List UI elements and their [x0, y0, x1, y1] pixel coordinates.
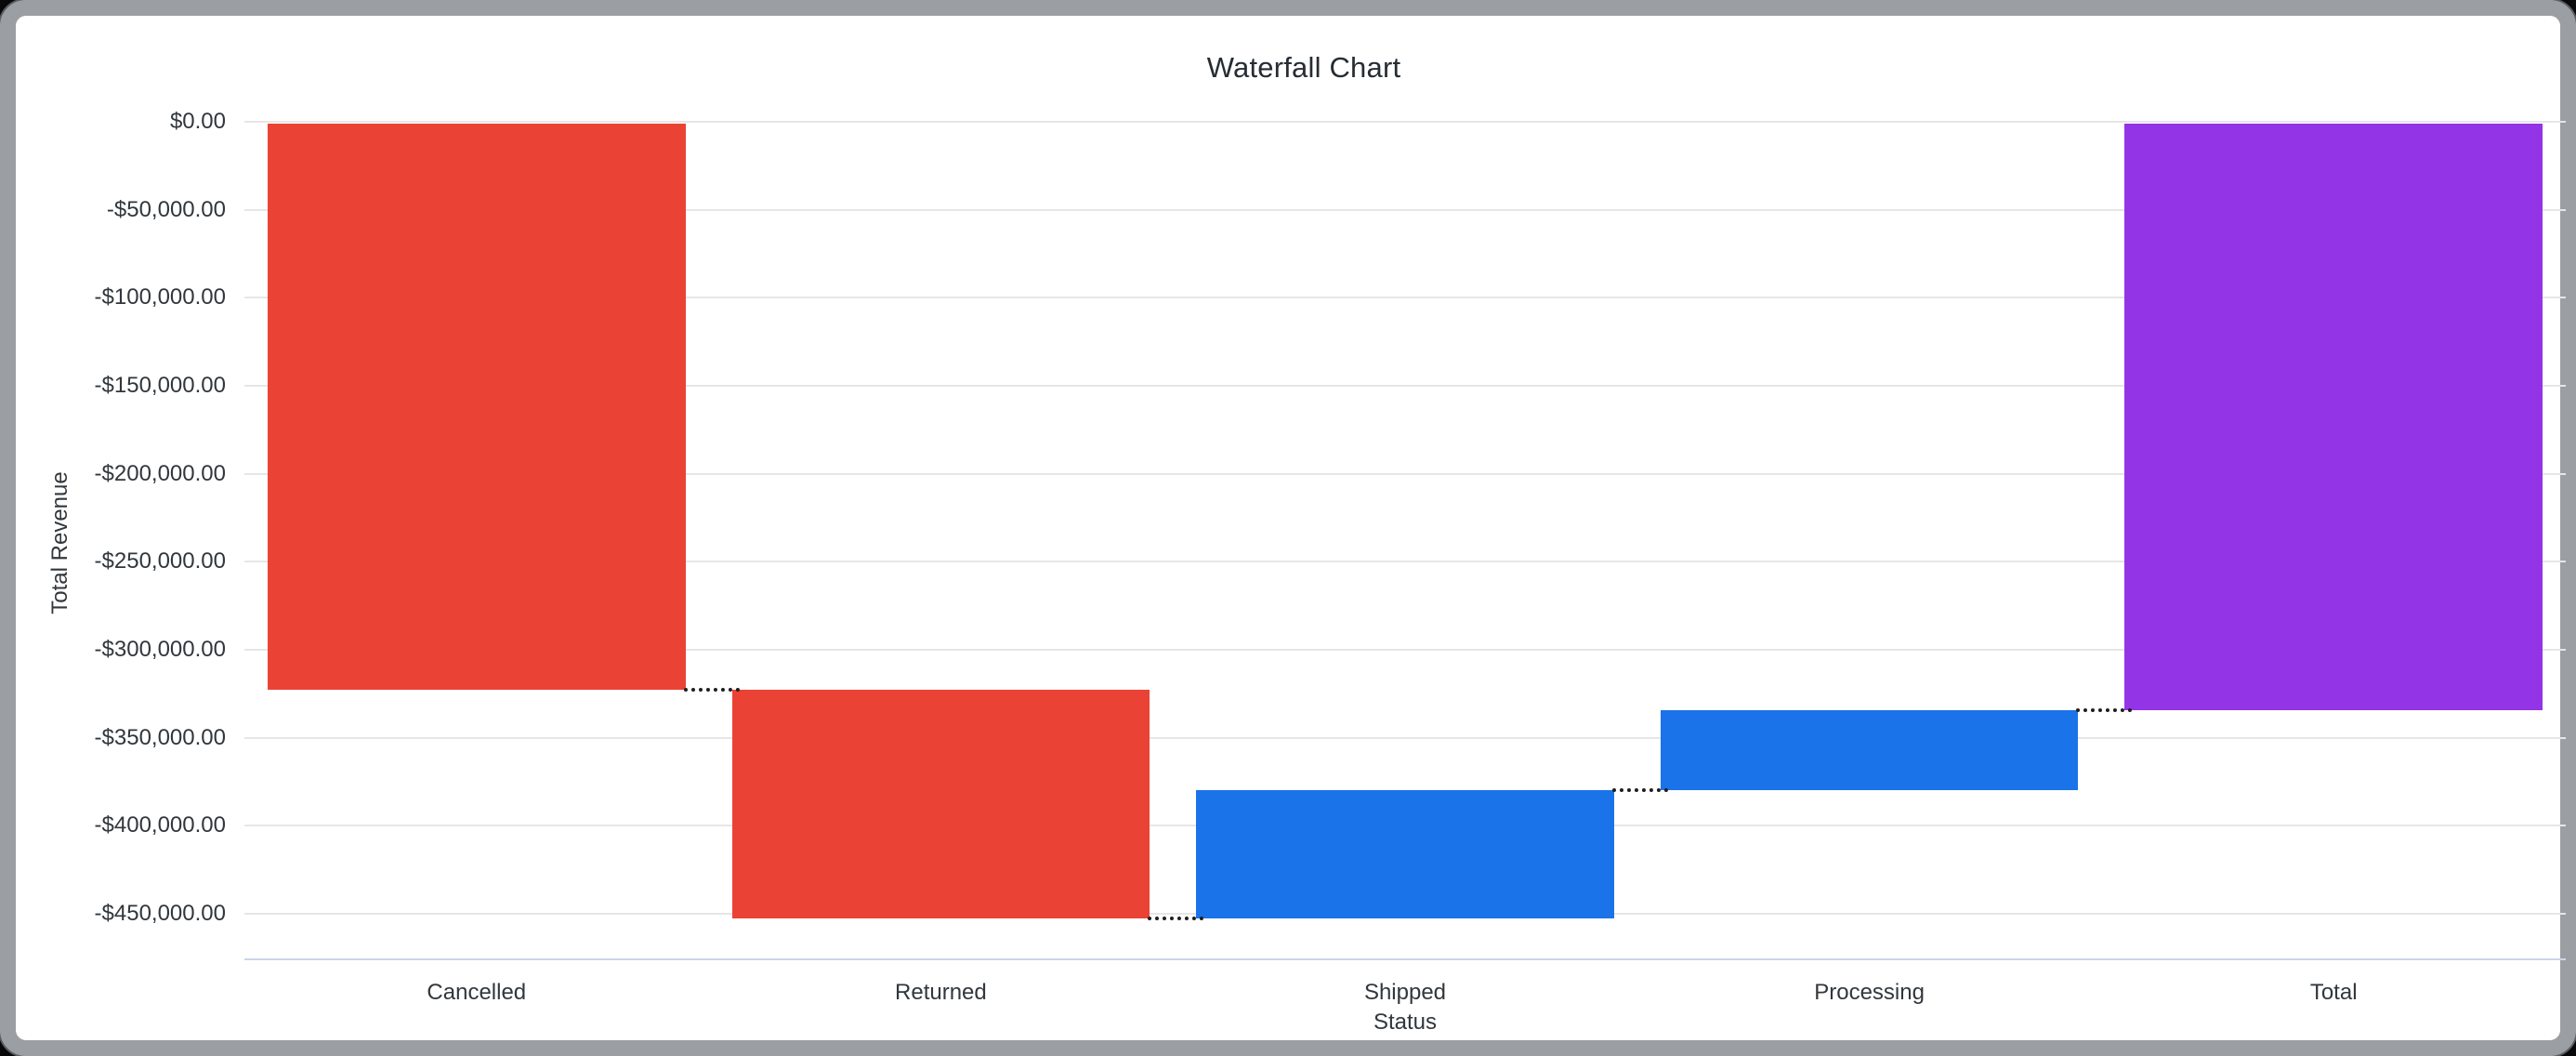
y-tick-label: -$150,000.00 — [94, 372, 226, 398]
bar-total — [2124, 124, 2543, 711]
y-tick-label: -$400,000.00 — [94, 812, 226, 838]
x-category-label: Processing — [1814, 980, 1925, 1005]
gridline — [244, 121, 2566, 123]
gridline — [244, 297, 2566, 299]
gridline — [244, 736, 2566, 739]
y-tick-label: -$300,000.00 — [94, 636, 226, 662]
bar-processing — [1660, 710, 2079, 791]
gridline — [244, 648, 2566, 651]
bar-shipped — [1196, 790, 1614, 918]
y-tick-label: $0.00 — [169, 109, 226, 134]
gridline — [244, 208, 2566, 211]
x-category-label: Total — [2309, 980, 2358, 1005]
y-tick-label: -$350,000.00 — [94, 724, 226, 750]
y-tick-label: -$50,000.00 — [106, 196, 226, 222]
x-axis-title: Status — [1373, 1010, 1438, 1035]
x-category-label: Shipped — [1363, 980, 1447, 1005]
connector-line — [683, 688, 740, 693]
y-tick-label: -$250,000.00 — [94, 548, 226, 574]
connector-line — [2076, 708, 2133, 713]
chart-title: Waterfall Chart — [1206, 51, 1401, 84]
bar-cancelled — [267, 124, 686, 691]
gridline — [244, 472, 2566, 475]
y-tick-label: -$200,000.00 — [94, 460, 226, 486]
x-axis-baseline — [244, 958, 2566, 960]
gridline — [244, 384, 2566, 387]
connector-line — [1148, 916, 1204, 920]
x-category-label: Returned — [895, 980, 987, 1005]
waterfall-chart: Waterfall Chart Total Revenue Status $0.… — [16, 16, 2566, 1040]
y-tick-label: -$450,000.00 — [94, 900, 226, 926]
connector-line — [1611, 788, 1668, 793]
bar-returned — [731, 690, 1150, 918]
gridline — [244, 561, 2566, 563]
y-tick-label: -$100,000.00 — [94, 284, 226, 310]
x-category-label: Cancelled — [427, 980, 527, 1005]
